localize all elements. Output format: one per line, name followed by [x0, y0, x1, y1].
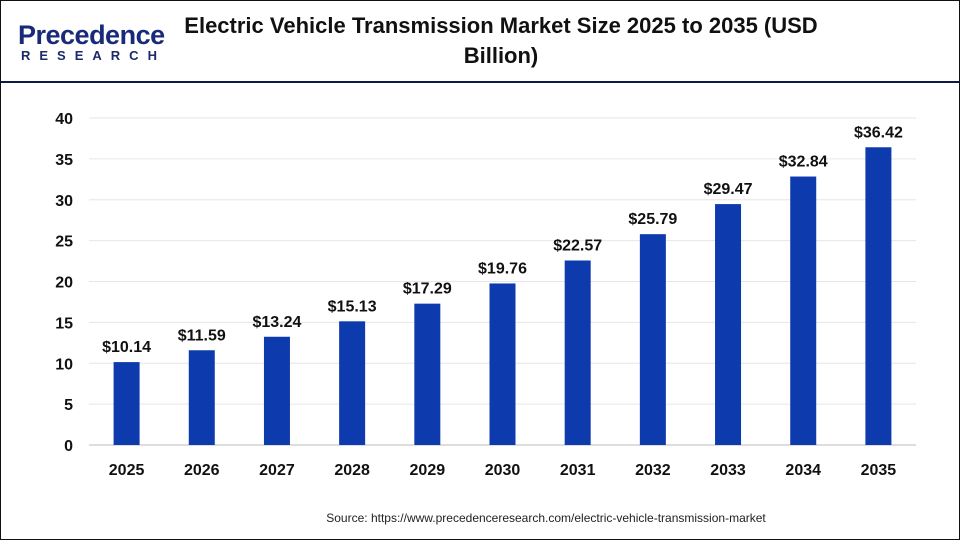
- chart-title: Electric Vehicle Transmission Market Siz…: [184, 13, 818, 68]
- bar-2035: [865, 147, 892, 446]
- logo-main-text: Precedence: [18, 20, 165, 50]
- bar-2030: [489, 283, 516, 445]
- x-tick-label-2030: 2030: [485, 462, 521, 479]
- x-tick-label-2025: 2025: [109, 462, 145, 479]
- x-tick-label-2035: 2035: [861, 462, 897, 479]
- bar-2032: [639, 234, 666, 445]
- data-label-2029: $17.29: [403, 281, 452, 298]
- bar-2029: [414, 303, 441, 445]
- bar-2033: [715, 204, 742, 445]
- y-tick-label: 25: [55, 234, 73, 251]
- x-tick-label-2028: 2028: [334, 462, 370, 479]
- bar-2031: [564, 260, 591, 445]
- precedence-research-logo: Precedence RESEARCH: [18, 21, 166, 63]
- bar-2026: [188, 350, 215, 445]
- x-tick-label-2031: 2031: [560, 462, 596, 479]
- y-tick-label: 0: [64, 438, 73, 455]
- data-label-2025: $10.14: [102, 339, 151, 356]
- y-tick-label: 40: [55, 111, 73, 128]
- x-tick-label-2029: 2029: [410, 462, 446, 479]
- data-label-2032: $25.79: [628, 211, 677, 228]
- x-tick-label-2032: 2032: [635, 462, 671, 479]
- data-label-2030: $19.76: [478, 260, 527, 277]
- y-tick-label: 20: [55, 275, 73, 292]
- header: Precedence RESEARCH Electric Vehicle Tra…: [1, 1, 959, 83]
- source-note: Source: https://www.precedenceresearch.c…: [326, 511, 766, 525]
- y-tick-label: 35: [55, 152, 73, 169]
- bar-2028: [339, 321, 366, 445]
- data-label-2028: $15.13: [328, 298, 377, 315]
- x-tick-label-2034: 2034: [785, 462, 821, 479]
- x-tick-label-2026: 2026: [184, 462, 220, 479]
- data-label-2035: $36.42: [854, 124, 903, 141]
- bar-2034: [790, 176, 817, 445]
- y-tick-label: 5: [64, 397, 73, 414]
- logo-sub-text: RESEARCH: [21, 48, 166, 63]
- data-label-2034: $32.84: [779, 154, 828, 171]
- data-label-2027: $13.24: [252, 314, 301, 331]
- bar-2025: [113, 362, 140, 445]
- data-label-2026: $11.59: [178, 327, 226, 344]
- data-label-2031: $22.57: [553, 237, 602, 254]
- x-tick-label-2033: 2033: [710, 462, 746, 479]
- y-tick-label: 10: [55, 356, 73, 373]
- data-label-2033: $29.47: [704, 181, 753, 198]
- y-tick-label: 15: [55, 315, 73, 332]
- bar-2027: [263, 336, 290, 445]
- y-tick-label: 30: [55, 193, 73, 210]
- x-tick-label-2027: 2027: [259, 462, 295, 479]
